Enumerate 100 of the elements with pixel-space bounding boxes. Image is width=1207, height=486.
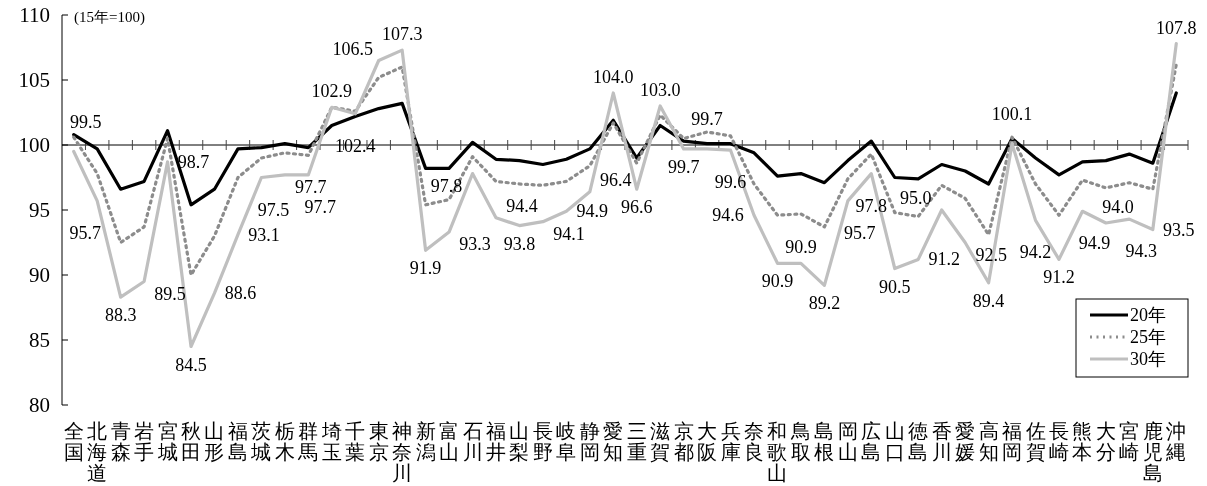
data-label: 90.9	[785, 237, 817, 258]
x-tick-label: 佐賀	[1025, 420, 1046, 463]
data-label: 89.2	[808, 293, 841, 314]
data-label: 97.8	[855, 195, 888, 216]
x-tick-label: 長野	[532, 420, 553, 463]
data-label: 89.4	[972, 290, 1005, 311]
x-tick-label: 福島	[227, 420, 248, 463]
y-tick-label: 100	[18, 133, 50, 157]
y-tick-label: 85	[29, 328, 50, 352]
data-label: 96.6	[620, 197, 653, 218]
data-label: 90.5	[879, 276, 911, 297]
x-tick-label: 石川	[462, 420, 483, 463]
data-label: 94.2	[1019, 242, 1052, 263]
x-tick-label: 宮崎	[1119, 420, 1140, 463]
data-label: 100.1	[991, 103, 1033, 124]
x-tick-label: 大分	[1095, 420, 1116, 463]
legend-label: 20年	[1130, 305, 1166, 325]
x-tick-label: 鹿児島	[1142, 420, 1163, 484]
data-label: 91.9	[409, 258, 442, 279]
x-tick-label: 三重	[626, 420, 647, 463]
data-label: 99.5	[69, 111, 102, 132]
data-label: 95.7	[844, 222, 876, 243]
x-tick-label: 青森	[110, 420, 131, 463]
data-label: 92.5	[975, 244, 1007, 265]
data-label: 97.5	[257, 199, 290, 220]
y-tick-label: 110	[19, 3, 50, 27]
data-label: 94.3	[1125, 241, 1158, 262]
y-tick-label: 90	[29, 263, 50, 287]
data-label: 99.7	[667, 156, 700, 177]
x-tick-label: 秋田	[181, 420, 202, 463]
x-tick-label: 熊本	[1072, 420, 1093, 463]
x-tick-label: 沖縄	[1165, 420, 1187, 463]
x-tick-label: 岐阜	[556, 420, 577, 463]
x-tick-label: 宮城	[156, 420, 178, 463]
x-tick-label: 茨城	[250, 420, 272, 463]
data-label: 102.4	[334, 135, 376, 156]
x-tick-label: 和歌山	[767, 420, 788, 484]
x-tick-label: 福岡	[1002, 420, 1023, 463]
x-tick-label: 千葉	[345, 420, 366, 463]
data-label: 95.7	[69, 222, 101, 243]
x-tick-label: 兵庫	[720, 420, 741, 463]
x-tick-label: 愛媛	[955, 420, 976, 463]
data-label: 94.0	[1102, 197, 1134, 217]
x-tick-label: 岡山	[837, 420, 858, 463]
data-label: 94.4	[506, 195, 538, 216]
data-label: 94.9	[1078, 233, 1111, 254]
data-label: 91.2	[1043, 267, 1075, 288]
legend-label: 30年	[1130, 349, 1166, 369]
data-label: 93.8	[503, 233, 536, 254]
x-tick-label: 岩手	[134, 420, 155, 463]
data-label: 102.9	[311, 81, 353, 102]
data-label: 97.8	[430, 175, 463, 196]
y-tick-label: 105	[18, 68, 50, 92]
x-tick-label: 埼玉	[320, 420, 342, 463]
x-tick-label: 東京	[368, 420, 389, 463]
data-label: 88.6	[224, 283, 257, 304]
data-label: 84.5	[175, 354, 207, 375]
data-label: 91.2	[928, 249, 960, 270]
data-label: 90.9	[761, 271, 794, 292]
annotation: (15年=100)	[74, 9, 145, 25]
data-label: 89.5	[154, 283, 186, 304]
x-tick-label: 北海道	[87, 420, 108, 484]
data-label: 107.8	[1156, 17, 1197, 38]
x-tick-label: 島根	[814, 420, 835, 463]
data-label: 97.7	[295, 176, 327, 197]
x-tick-label: 神奈川	[392, 420, 413, 484]
data-label: 103.0	[639, 80, 681, 100]
data-label: 94.9	[576, 201, 609, 222]
x-tick-label: 滋賀	[650, 420, 671, 463]
x-tick-label: 山口	[884, 420, 905, 463]
data-label: 104.0	[593, 67, 634, 87]
data-label: 107.3	[381, 24, 423, 45]
x-tick-label: 香川	[931, 420, 952, 463]
x-tick-label: 京都	[673, 420, 694, 463]
x-tick-label: 高知	[978, 420, 999, 463]
y-tick-label: 80	[29, 393, 50, 417]
data-label: 93.3	[459, 234, 491, 255]
y-tick-label: 95	[29, 198, 50, 222]
data-label: 98.7	[177, 151, 210, 172]
legend-label: 25年	[1130, 327, 1166, 347]
data-label: 96.4	[600, 169, 632, 190]
data-label: 93.5	[1163, 219, 1195, 240]
data-label: 88.3	[104, 305, 137, 326]
x-tick-label: 山形	[204, 420, 225, 463]
x-tick-label: 富山	[439, 420, 460, 463]
x-tick-label: 鳥取	[789, 420, 811, 463]
data-label: 99.7	[691, 108, 723, 129]
data-label: 95.0	[899, 188, 932, 208]
x-tick-label: 広島	[861, 420, 882, 463]
data-label: 106.5	[332, 38, 373, 59]
x-tick-label: 全国	[63, 420, 84, 463]
x-tick-label: 大阪	[697, 420, 718, 463]
data-label: 94.6	[712, 205, 744, 226]
x-tick-label: 愛知	[603, 420, 624, 463]
x-tick-label: 福井	[485, 420, 506, 463]
x-tick-label: 長崎	[1048, 420, 1069, 463]
x-tick-label: 新潟	[415, 420, 436, 463]
data-label: 97.7	[304, 196, 337, 217]
data-label: 99.6	[714, 172, 747, 193]
data-label: 94.1	[553, 223, 585, 244]
